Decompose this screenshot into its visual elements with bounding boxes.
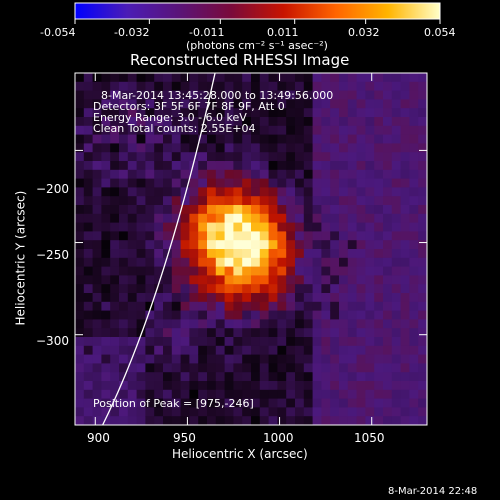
x-tick-label-900: 900 — [87, 431, 110, 445]
y-tick-label-300: −300 — [36, 334, 69, 348]
x-tick-label-950: 950 — [173, 431, 196, 445]
colorbar-units-label: (photons cm⁻² s⁻¹ asec⁻²) — [186, 39, 328, 52]
colorbar-scale — [74, 2, 441, 20]
colorbar-tick-label-2: -0.011 — [189, 26, 225, 39]
colorbar-tick-label-0: -0.054 — [40, 26, 76, 39]
colorbar — [74, 2, 441, 24]
y-tick-label-250: −250 — [36, 248, 69, 262]
colorbar-tick-label-1: -0.032 — [114, 26, 150, 39]
colorbar-tick-label-3: 0.011 — [267, 26, 299, 39]
axis-ticks — [75, 73, 427, 425]
colorbar-tick-label-5: 0.054 — [424, 26, 456, 39]
peak-position-label: Position of Peak = [975,-246] — [93, 397, 254, 410]
x-tick-label-1050: 1050 — [354, 431, 385, 445]
info-line-time-range: 8-Mar-2014 13:45:28.000 to 13:49:56.000 — [101, 89, 334, 102]
info-line-detectors: Detectors: 3F 5F 6F 7F 8F 9F, Att 0 — [93, 100, 285, 113]
image-title: Reconstructed RHESSI Image — [130, 51, 350, 69]
x-tick-label-1000: 1000 — [263, 431, 294, 445]
footer-timestamp: 8-Mar-2014 22:48 — [388, 486, 478, 497]
plot-frame — [74, 72, 428, 426]
info-line-clean-counts: Clean Total counts: 2.55E+04 — [93, 122, 256, 135]
colorbar-tick-label-4: 0.032 — [348, 26, 380, 39]
y-axis-label: Heliocentric Y (arcsec) — [13, 190, 28, 326]
x-axis-label: Heliocentric X (arcsec) — [172, 447, 308, 461]
heatmap-pixels — [75, 73, 428, 426]
info-line-energy-range: Energy Range: 3.0 - 6.0 keV — [93, 111, 247, 124]
y-tick-label-200: −200 — [36, 182, 69, 196]
solar-limb-line — [102, 72, 216, 426]
